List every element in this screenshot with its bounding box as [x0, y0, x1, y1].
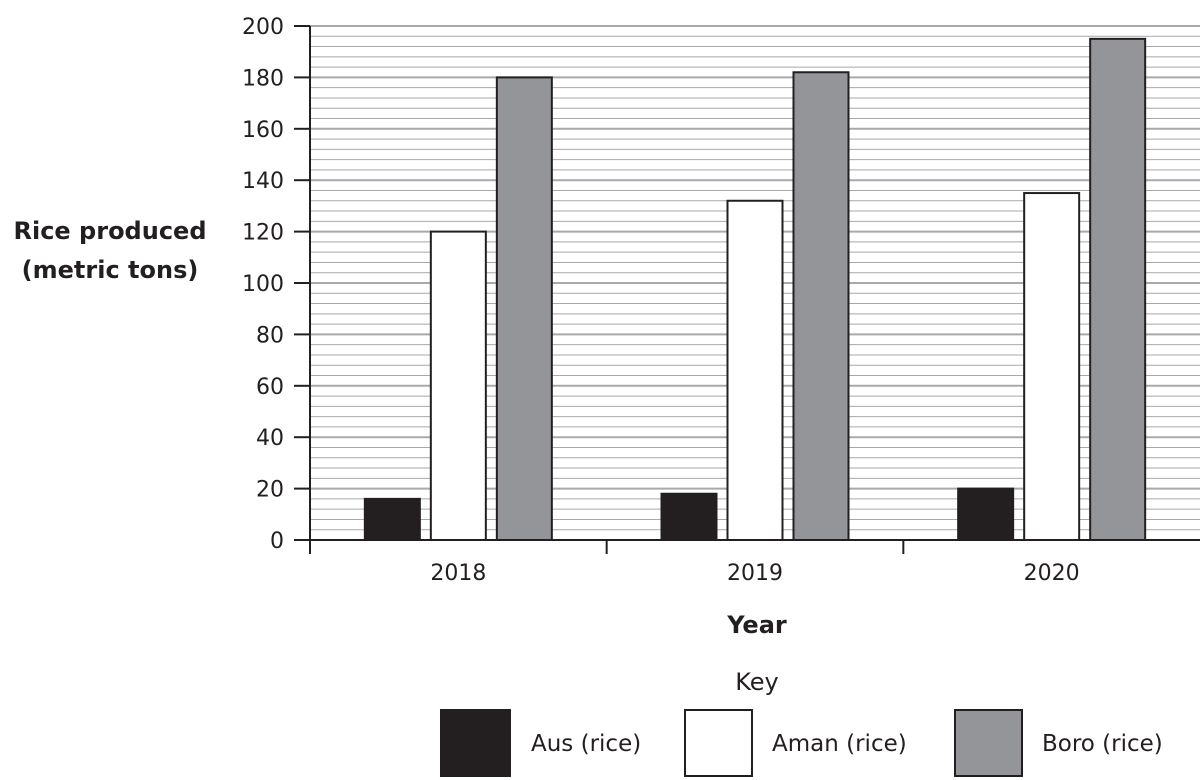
- y-tick-label: 120: [242, 221, 284, 246]
- x-axis-title: Year: [726, 611, 787, 639]
- legend-swatch-aman: [684, 709, 753, 777]
- y-tick-label: 80: [256, 323, 284, 348]
- y-tick-label: 180: [242, 66, 284, 91]
- bar-aman-2019: [726, 199, 784, 541]
- legend-label-aus: Aus (rice): [531, 731, 641, 757]
- legend-label-aman: Aman (rice): [772, 731, 907, 757]
- legend-swatch-boro: [954, 709, 1023, 777]
- bar-aman-2018: [429, 230, 487, 541]
- y-tick-labels: 0 20 40 60 80 100 120 140 160 180 200: [242, 15, 284, 554]
- y-axis-title-line-2: (metric tons): [22, 256, 199, 284]
- bar-boro-2018: [495, 76, 553, 542]
- legend-title: Key: [735, 668, 779, 696]
- bar-aman-2020: [1023, 192, 1081, 542]
- y-tick-label: 140: [242, 169, 284, 194]
- legend-swatch-aus: [440, 709, 511, 777]
- y-tick-label: 40: [256, 426, 284, 451]
- y-tick-label: 20: [256, 478, 284, 503]
- x-tick-label: 2018: [430, 561, 486, 586]
- legend: Key Aus (rice) Aman (rice) Boro (rice): [440, 668, 1163, 777]
- bar-aus-2020: [957, 487, 1015, 542]
- y-tick-label: 0: [270, 529, 284, 554]
- bar-aus-2018: [363, 497, 421, 542]
- legend-label-boro: Boro (rice): [1042, 731, 1163, 757]
- bar-boro-2019: [792, 71, 850, 541]
- bar-boro-2020: [1089, 37, 1147, 541]
- y-tick-label: 100: [242, 272, 284, 297]
- axes: [294, 25, 1200, 554]
- y-axis-title-line-1: Rice produced: [13, 217, 206, 245]
- y-tick-label: 60: [256, 375, 284, 400]
- bars: [363, 37, 1147, 542]
- y-tick-label: 160: [242, 118, 284, 143]
- y-tick-label: 200: [242, 15, 284, 40]
- x-tick-label: 2019: [727, 561, 783, 586]
- x-tick-labels: 2018 2019 2020: [430, 561, 1079, 586]
- bar-aus-2019: [660, 492, 718, 541]
- x-tick-label: 2020: [1024, 561, 1080, 586]
